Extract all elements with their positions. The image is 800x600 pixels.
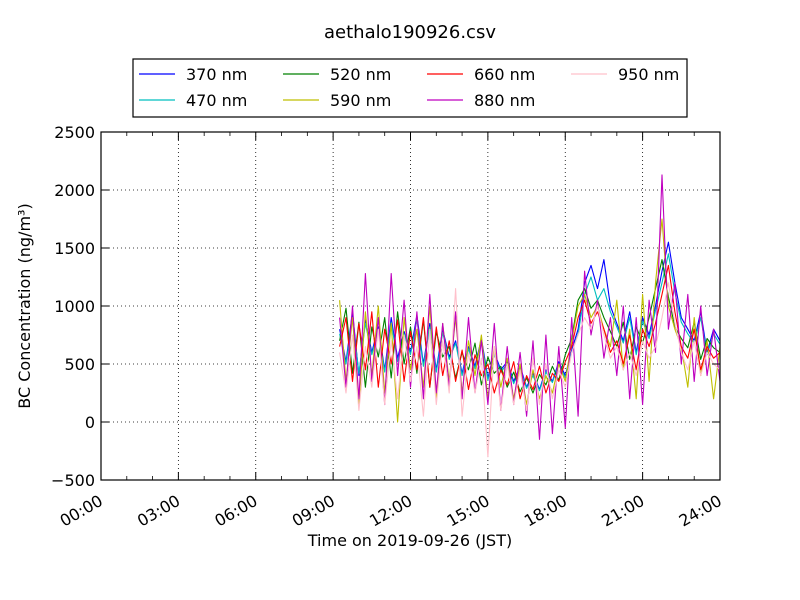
y-tick-label: −500 (51, 471, 95, 490)
legend-frame (132, 58, 688, 118)
legend-label: 660 nm (474, 65, 535, 84)
series-line (339, 282, 720, 458)
legend-label: 520 nm (330, 65, 391, 84)
legend-label: 950 nm (618, 65, 679, 84)
y-tick-label: 500 (64, 355, 95, 374)
legend: 370 nm 470 nm 520 nm 590 nm 660 nm 880 nm 950 … (132, 58, 688, 118)
y-tick-label: 1000 (54, 297, 95, 316)
x-axis-label: Time on 2019-09-26 (JST) (307, 531, 512, 550)
legend-label: 880 nm (474, 91, 535, 110)
series-lines (339, 174, 720, 458)
legend-label: 470 nm (186, 91, 247, 110)
chart-title: aethalo190926.csv (324, 22, 496, 43)
series-line (339, 174, 720, 440)
y-axis-tick-labels: −500 0 500 1000 1500 2000 2500 (51, 123, 95, 490)
y-tick-label: 2500 (54, 123, 95, 142)
legend-label: 370 nm (186, 65, 247, 84)
axis-ticks (100, 131, 721, 481)
y-tick-label: 2000 (54, 181, 95, 200)
y-tick-label: 0 (85, 413, 95, 432)
legend-label: 590 nm (330, 91, 391, 110)
y-tick-label: 1500 (54, 239, 95, 258)
y-axis-label: BC Concentration (ng/m³) (15, 203, 34, 408)
